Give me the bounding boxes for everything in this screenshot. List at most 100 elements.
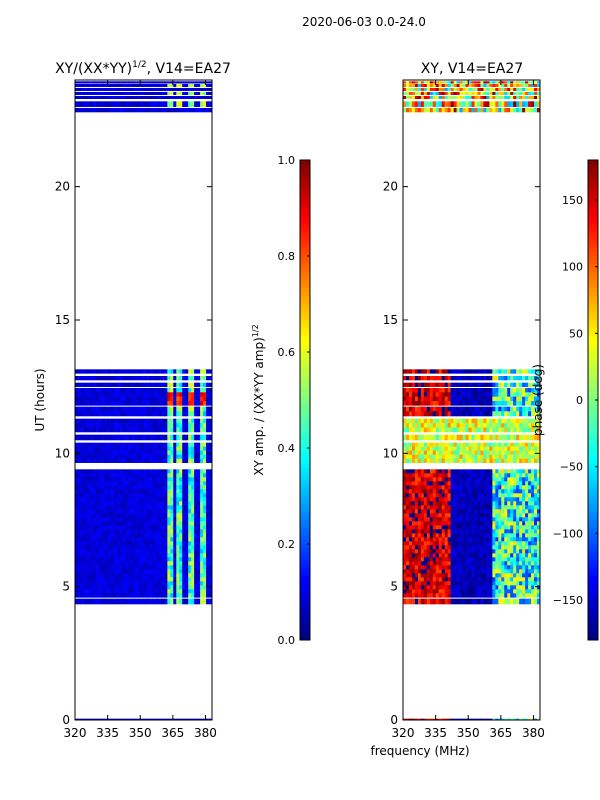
colorbar-swatch (300, 448, 310, 453)
colorbar-tick-label: 0.2 (278, 538, 296, 551)
colorbar-swatch (300, 480, 310, 485)
colorbar-swatch (588, 508, 598, 513)
colorbar-swatch (588, 464, 598, 469)
colorbar-swatch (300, 316, 310, 321)
colorbar-swatch (588, 552, 598, 557)
colorbar-swatch (300, 484, 310, 489)
colorbar-swatch (588, 336, 598, 341)
colorbar-swatch (588, 212, 598, 217)
colorbar-swatch (588, 252, 598, 257)
colorbar-swatch (300, 456, 310, 461)
x-tick-label: 350 (129, 726, 152, 740)
colorbar-swatch (588, 472, 598, 477)
colorbar-swatch (300, 336, 310, 341)
colorbar-swatch (588, 328, 598, 333)
colorbar-swatch (300, 364, 310, 369)
colorbar-swatch (588, 632, 598, 637)
colorbar-swatch (588, 580, 598, 585)
colorbar-swatch (588, 492, 598, 497)
colorbar-swatch (588, 432, 598, 437)
colorbar-swatch (300, 560, 310, 565)
colorbar-swatch (300, 616, 310, 621)
colorbar-swatch (300, 524, 310, 529)
panel-1-frame (74, 79, 213, 721)
colorbar-swatch (588, 332, 598, 337)
colorbar-swatch (300, 344, 310, 349)
colorbar-swatch (588, 300, 598, 305)
colorbar-swatch (588, 636, 598, 641)
colorbar-swatch (588, 352, 598, 357)
colorbar-swatch (300, 380, 310, 385)
colorbar-swatch (588, 556, 598, 561)
colorbar-swatch (588, 532, 598, 537)
colorbar-swatch (300, 220, 310, 225)
colorbar-swatch (300, 540, 310, 545)
colorbar-swatch (588, 224, 598, 229)
colorbar-swatch (588, 392, 598, 397)
colorbar-swatch (588, 372, 598, 377)
colorbar-swatch (300, 444, 310, 449)
phase-colorbar-gradient (588, 160, 598, 641)
colorbar-swatch (588, 340, 598, 345)
phase-colorbar-label: phase (deg) (531, 364, 545, 436)
y-tick-label: 5 (62, 580, 70, 594)
colorbar-swatch (300, 636, 310, 641)
colorbar-swatch (588, 228, 598, 233)
colorbar-swatch (300, 544, 310, 549)
colorbar-swatch (588, 412, 598, 417)
colorbar-swatch (588, 296, 598, 301)
phase-heatmap (403, 81, 541, 721)
colorbar-swatch (588, 196, 598, 201)
amplitude-colorbar-frame (299, 159, 311, 641)
colorbar-swatch (300, 424, 310, 429)
colorbar-swatch (300, 168, 310, 173)
colorbar-swatch (588, 616, 598, 621)
colorbar-swatch (588, 416, 598, 421)
colorbar-swatch (300, 504, 310, 509)
colorbar-swatch (588, 272, 598, 277)
colorbar-swatch (300, 624, 310, 629)
colorbar-swatch (588, 528, 598, 533)
colorbar-swatch (300, 200, 310, 205)
x-tick-label: 335 (424, 726, 447, 740)
colorbar-swatch (300, 592, 310, 597)
colorbar-swatch (588, 620, 598, 625)
colorbar-swatch (300, 180, 310, 185)
colorbar-tick-label: 0.8 (278, 250, 296, 263)
colorbar-swatch (588, 384, 598, 389)
colorbar-swatch (300, 528, 310, 533)
x-tick-label: 380 (522, 726, 545, 740)
colorbar-swatch (300, 392, 310, 397)
amplitude-colorbar: 0.0 0.2 0.4 0.6 0.8 1.0 XY amp. / (XX*YY amp)… (251, 154, 311, 647)
colorbar-swatch (588, 476, 598, 481)
colorbar-swatch (300, 384, 310, 389)
colorbar-swatch (300, 516, 310, 521)
colorbar-swatch (588, 612, 598, 617)
colorbar-swatch (588, 440, 598, 445)
colorbar-swatch (300, 428, 310, 433)
x-tick-label: 320 (392, 726, 415, 740)
x-tick-label: 380 (194, 726, 217, 740)
colorbar-swatch (588, 312, 598, 317)
colorbar-swatch (588, 232, 598, 237)
amplitude-heatmap (75, 81, 213, 721)
colorbar-swatch (300, 492, 310, 497)
colorbar-swatch (588, 420, 598, 425)
y-tick-label: 5 (390, 580, 398, 594)
colorbar-swatch (300, 488, 310, 493)
colorbar-swatch (300, 452, 310, 457)
colorbar-swatch (588, 240, 598, 245)
colorbar-swatch (300, 396, 310, 401)
colorbar-swatch (588, 192, 598, 197)
colorbar-swatch (300, 548, 310, 553)
colorbar-swatch (588, 356, 598, 361)
colorbar-swatch (300, 596, 310, 601)
y-tick-label: 0 (62, 713, 70, 727)
y-tick-label: 0 (390, 713, 398, 727)
colorbar-swatch (588, 276, 598, 281)
colorbar-swatch (300, 292, 310, 297)
panel-2-axes: 320 335 350 365 380 0 5 10 15 20 (383, 80, 545, 740)
colorbar-swatch (588, 180, 598, 185)
colorbar-tick-label: −150 (553, 594, 583, 607)
